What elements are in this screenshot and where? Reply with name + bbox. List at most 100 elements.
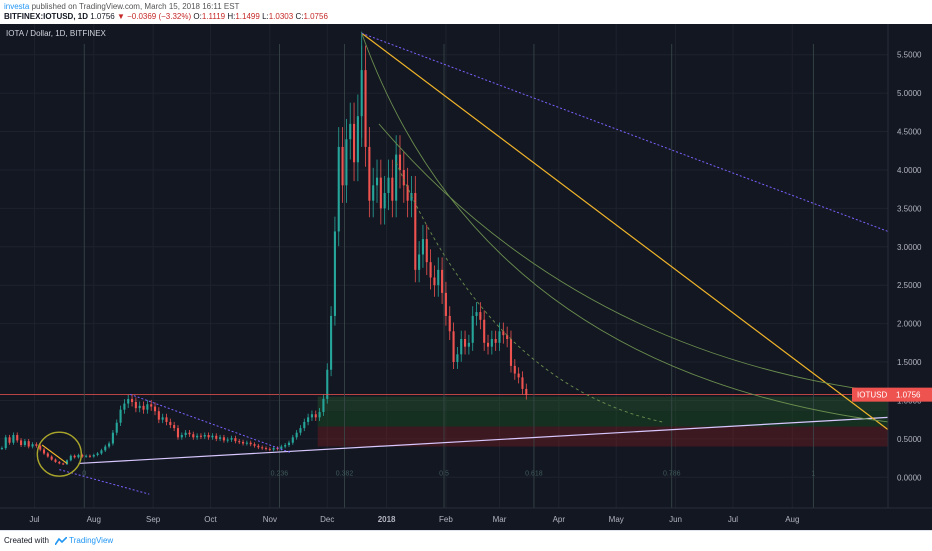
candle-body — [119, 409, 122, 423]
candle-body — [295, 432, 298, 438]
candle-body — [395, 154, 398, 201]
candle-body — [261, 447, 264, 449]
y-tick-label: 1.5000 — [897, 358, 922, 367]
fib-time-label: 0 — [82, 471, 86, 478]
y-tick-label: 5.5000 — [897, 51, 922, 60]
candle-body — [27, 441, 30, 447]
candle-body — [525, 388, 528, 395]
candle-body — [196, 435, 199, 438]
candle-body — [284, 445, 287, 447]
time-axis[interactable]: Jul Aug Sep Oct Nov Dec 2018 Feb Mar Apr May Jun Jul… — [29, 515, 799, 524]
candle-body — [287, 442, 291, 446]
fib-time-label: 1 — [811, 471, 815, 478]
candle-body — [352, 123, 356, 163]
x-tick-label: Apr — [553, 515, 566, 524]
candle-body — [207, 435, 210, 438]
candle-body — [50, 456, 53, 460]
candle-body — [241, 441, 245, 444]
support-trendline — [78, 416, 889, 465]
candle-body — [123, 403, 126, 410]
candle-body — [463, 338, 467, 347]
y-tick-label: 5.0000 — [897, 89, 922, 98]
price-chart[interactable]: 0 0.236 0.382 0.5 0.618 0.786 1 0.0000 0.5000 1.… — [0, 24, 932, 530]
y-tick-label: 2.0000 — [897, 320, 922, 329]
candle-body — [345, 139, 348, 186]
candle-body — [268, 448, 271, 450]
x-tick-label: Feb — [439, 515, 453, 524]
candle-body — [230, 438, 233, 440]
last-price-label: IOTUSD 1.0756 — [852, 387, 932, 402]
down-arrow-icon: ▼ — [116, 12, 125, 21]
published-text: published on TradingView.com, March 15, … — [31, 2, 240, 11]
candle-body — [42, 449, 46, 454]
candle-body — [441, 269, 444, 293]
candle-body — [299, 428, 302, 433]
x-tick-label: Jul — [29, 515, 39, 524]
candle-body — [486, 342, 490, 347]
candle-body — [138, 405, 141, 409]
candle-body — [429, 262, 432, 278]
candle-body — [134, 401, 137, 409]
candle-body — [108, 443, 111, 447]
candle-body — [506, 335, 509, 339]
last-price-badge — [852, 387, 932, 402]
candle-body — [161, 417, 164, 420]
candle-body — [322, 398, 325, 412]
candle-body — [368, 146, 371, 201]
high-label: H: — [227, 12, 236, 21]
candle-body — [62, 463, 65, 465]
y-tick-label: 3.5000 — [897, 204, 922, 213]
candle-body — [245, 442, 248, 444]
candle-body — [383, 193, 386, 209]
last-price: 1.0756 — [90, 12, 115, 21]
candle-body — [31, 444, 34, 447]
drawings — [0, 32, 889, 508]
y-tick-label: 3.0000 — [897, 243, 922, 252]
candle-body — [58, 461, 61, 464]
x-tick-label: Sep — [146, 515, 161, 524]
candle-body — [310, 414, 314, 418]
low-label: L: — [262, 12, 269, 21]
candle-body — [35, 444, 38, 446]
candle-body — [517, 373, 520, 378]
fib-time-label: 0.382 — [336, 471, 354, 478]
candle-body — [130, 398, 134, 402]
candle-body — [146, 404, 149, 410]
candle-body — [414, 193, 417, 270]
candle-body — [479, 312, 482, 320]
x-tick-label: Aug — [785, 515, 799, 524]
candle-body — [341, 146, 344, 186]
candle-body — [165, 417, 168, 422]
y-tick-label: 4.0000 — [897, 166, 922, 175]
candle-body — [127, 398, 130, 404]
candle-body — [398, 154, 402, 170]
chart-title: IOTA / Dollar, 1D, BITFINEX — [6, 29, 107, 38]
candle-body — [215, 435, 218, 439]
candle-body — [203, 435, 206, 437]
author-link[interactable]: investa — [4, 2, 30, 11]
tradingview-brand[interactable]: TradingView — [69, 536, 114, 545]
candle-body — [264, 448, 268, 450]
fib-zone-green — [317, 396, 888, 412]
x-tick-label: Oct — [204, 515, 217, 524]
candle-body — [69, 455, 72, 461]
chart-area[interactable]: 0 0.236 0.382 0.5 0.618 0.786 1 0.0000 0.5000 1.… — [0, 24, 932, 530]
candle-body — [521, 377, 524, 389]
candle-body — [410, 193, 413, 201]
candle-body — [73, 455, 76, 458]
candle-body — [379, 177, 382, 209]
candle-body — [12, 435, 15, 443]
candle-body — [92, 454, 95, 457]
candle-body — [211, 435, 214, 438]
candle-body — [475, 312, 478, 316]
y-tick-label: 2.5000 — [897, 281, 922, 290]
fib-zone-red — [317, 426, 888, 447]
candles — [0, 31, 528, 465]
fan-arc-1 — [361, 33, 889, 423]
candle-body — [280, 446, 283, 449]
candle-body — [81, 454, 84, 457]
candle-body — [356, 116, 359, 163]
candle-body — [387, 177, 390, 194]
candle-body — [157, 411, 160, 420]
low-value: 1.0303 — [268, 12, 294, 21]
